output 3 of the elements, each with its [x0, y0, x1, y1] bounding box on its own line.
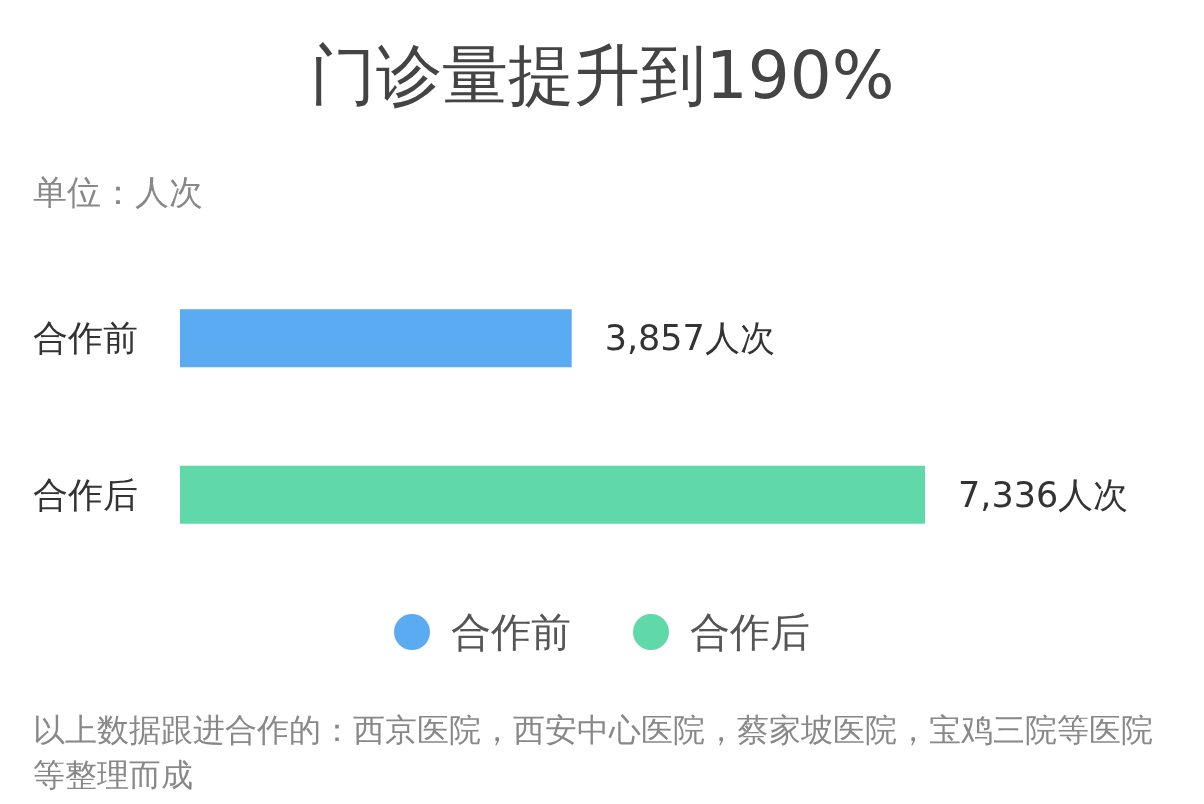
title: 门诊量提升到190%	[309, 36, 895, 114]
subtitle: 单位：人次	[33, 172, 203, 212]
annotation: 以上数据跟进合作的：西京医院，西安中心医院，蔡家坡医院，宝鸡三院等医院等整理而成	[33, 711, 1153, 794]
